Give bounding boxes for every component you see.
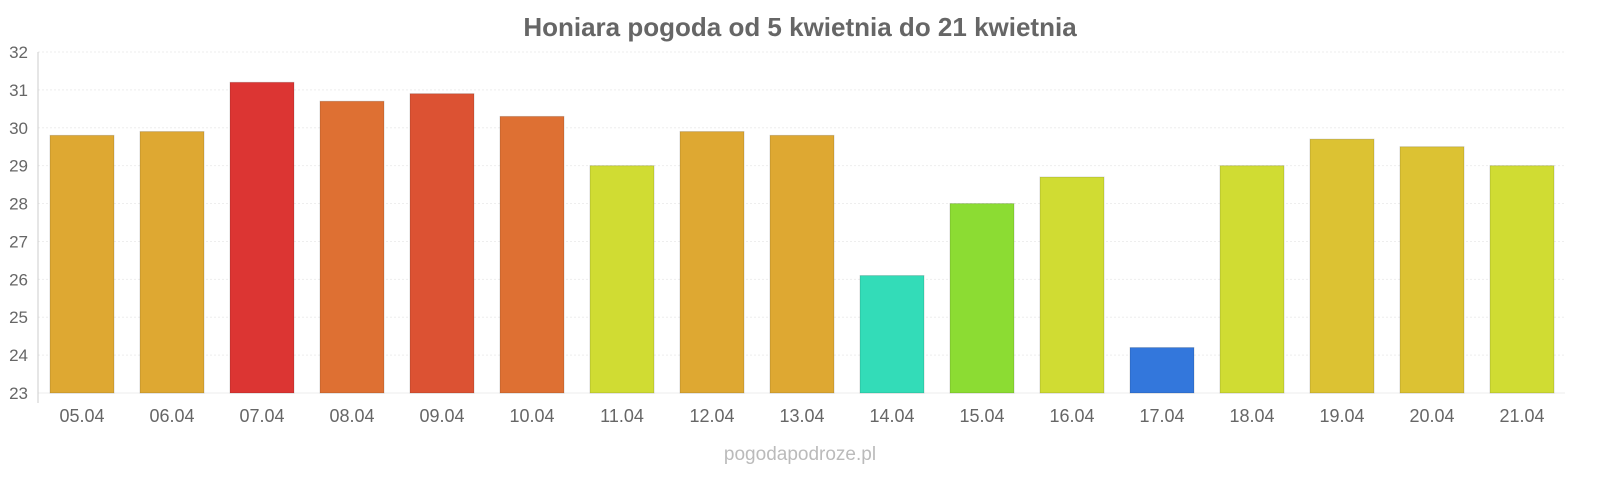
x-tick-label: 17.04 <box>1139 406 1184 426</box>
x-tick-label: 10.04 <box>509 406 554 426</box>
y-tick-label: 24 <box>9 346 28 365</box>
bar-18.04 <box>1219 165 1285 394</box>
x-tick-label: 05.04 <box>59 406 104 426</box>
x-tick-label: 12.04 <box>689 406 734 426</box>
x-tick-label: 08.04 <box>329 406 374 426</box>
credit-text: pogodapodroze.pl <box>724 444 876 465</box>
x-tick-label: 11.04 <box>600 406 644 426</box>
bar-20.04 <box>1399 146 1465 394</box>
bar-15.04 <box>949 203 1015 394</box>
bar-13.04 <box>769 134 835 394</box>
bar-10.04 <box>499 115 565 394</box>
y-tick-label: 23 <box>9 384 28 403</box>
bar-16.04 <box>1039 176 1105 394</box>
x-tick-label: 16.04 <box>1049 406 1094 426</box>
bar-05.04 <box>49 134 115 394</box>
y-tick-label: 30 <box>9 119 28 138</box>
y-tick-label: 32 <box>9 43 28 62</box>
bar-11.04 <box>589 165 655 394</box>
x-tick-label: 14.04 <box>869 406 914 426</box>
y-tick-label: 28 <box>9 195 28 214</box>
x-tick-label: 19.04 <box>1319 406 1364 426</box>
x-tick-label: 07.04 <box>239 406 284 426</box>
x-tick-label: 06.04 <box>149 406 194 426</box>
bar-14.04 <box>859 275 925 394</box>
x-tick-label: 20.04 <box>1409 406 1454 426</box>
chart-title: Honiara pogoda od 5 kwietnia do 21 kwiet… <box>523 12 1077 42</box>
y-tick-label: 26 <box>9 270 28 289</box>
x-tick-label: 09.04 <box>419 406 464 426</box>
bar-08.04 <box>319 100 385 394</box>
y-tick-label: 27 <box>9 232 28 251</box>
bar-09.04 <box>409 93 475 394</box>
x-tick-label: 21.04 <box>1499 406 1544 426</box>
x-tick-label: 13.04 <box>779 406 824 426</box>
bar-19.04 <box>1309 138 1375 394</box>
bar-07.04 <box>229 81 295 394</box>
y-tick-label: 31 <box>9 81 28 100</box>
x-tick-label: 15.04 <box>959 406 1004 426</box>
bar-21.04 <box>1489 165 1555 394</box>
bar-17.04 <box>1129 347 1195 394</box>
y-tick-label: 29 <box>9 157 28 176</box>
x-tick-label: 18.04 <box>1229 406 1274 426</box>
bar-06.04 <box>139 131 205 394</box>
y-tick-label: 25 <box>9 308 28 327</box>
bar-12.04 <box>679 131 745 394</box>
